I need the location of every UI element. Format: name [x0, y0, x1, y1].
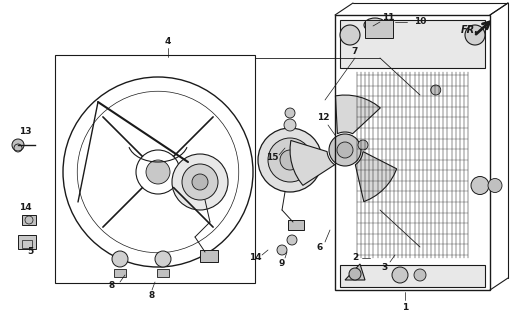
Circle shape	[287, 235, 297, 245]
Circle shape	[392, 267, 408, 283]
Circle shape	[268, 138, 312, 182]
Text: 11: 11	[382, 13, 394, 22]
Circle shape	[285, 108, 295, 118]
Text: 14: 14	[249, 253, 261, 262]
Circle shape	[471, 177, 489, 195]
Circle shape	[182, 164, 218, 200]
Bar	[340, 20, 485, 68]
Circle shape	[414, 269, 426, 281]
Text: 4: 4	[165, 37, 171, 46]
Ellipse shape	[364, 18, 386, 32]
Polygon shape	[335, 95, 380, 134]
Text: 14: 14	[19, 204, 31, 212]
Text: 10: 10	[414, 18, 426, 27]
Circle shape	[112, 251, 128, 267]
Circle shape	[192, 174, 208, 190]
Text: 7: 7	[352, 47, 358, 57]
Circle shape	[340, 25, 360, 45]
Text: 1: 1	[402, 303, 408, 313]
Circle shape	[465, 25, 485, 45]
Bar	[22, 240, 32, 248]
Circle shape	[431, 85, 441, 95]
Circle shape	[258, 128, 322, 192]
Bar	[288, 220, 304, 230]
Text: FR.: FR.	[461, 25, 479, 35]
Circle shape	[155, 251, 171, 267]
Bar	[55, 55, 255, 283]
Circle shape	[277, 245, 287, 255]
Circle shape	[349, 268, 361, 280]
Text: 12: 12	[317, 114, 329, 123]
Circle shape	[488, 179, 502, 193]
Bar	[340, 265, 485, 287]
Bar	[114, 269, 126, 277]
Text: 5: 5	[27, 247, 33, 257]
Text: 13: 13	[19, 127, 31, 137]
Polygon shape	[290, 140, 335, 185]
Text: 3: 3	[382, 263, 388, 273]
Text: 2: 2	[352, 253, 358, 262]
Bar	[365, 20, 393, 38]
Text: 9: 9	[279, 260, 285, 268]
Text: 8: 8	[109, 281, 115, 290]
Circle shape	[146, 160, 170, 184]
Text: 15: 15	[266, 154, 278, 163]
Circle shape	[172, 154, 228, 210]
Bar	[157, 269, 169, 277]
Circle shape	[337, 142, 353, 158]
Circle shape	[284, 119, 296, 131]
Circle shape	[358, 140, 368, 150]
Circle shape	[280, 150, 300, 170]
Circle shape	[12, 139, 24, 151]
Polygon shape	[355, 152, 397, 202]
Bar	[18, 235, 36, 249]
Bar	[335, 15, 490, 290]
Text: 6: 6	[317, 244, 323, 252]
Bar	[200, 250, 218, 262]
Circle shape	[329, 134, 361, 166]
Bar	[22, 215, 36, 225]
Text: 8: 8	[149, 292, 155, 300]
Polygon shape	[345, 264, 365, 280]
